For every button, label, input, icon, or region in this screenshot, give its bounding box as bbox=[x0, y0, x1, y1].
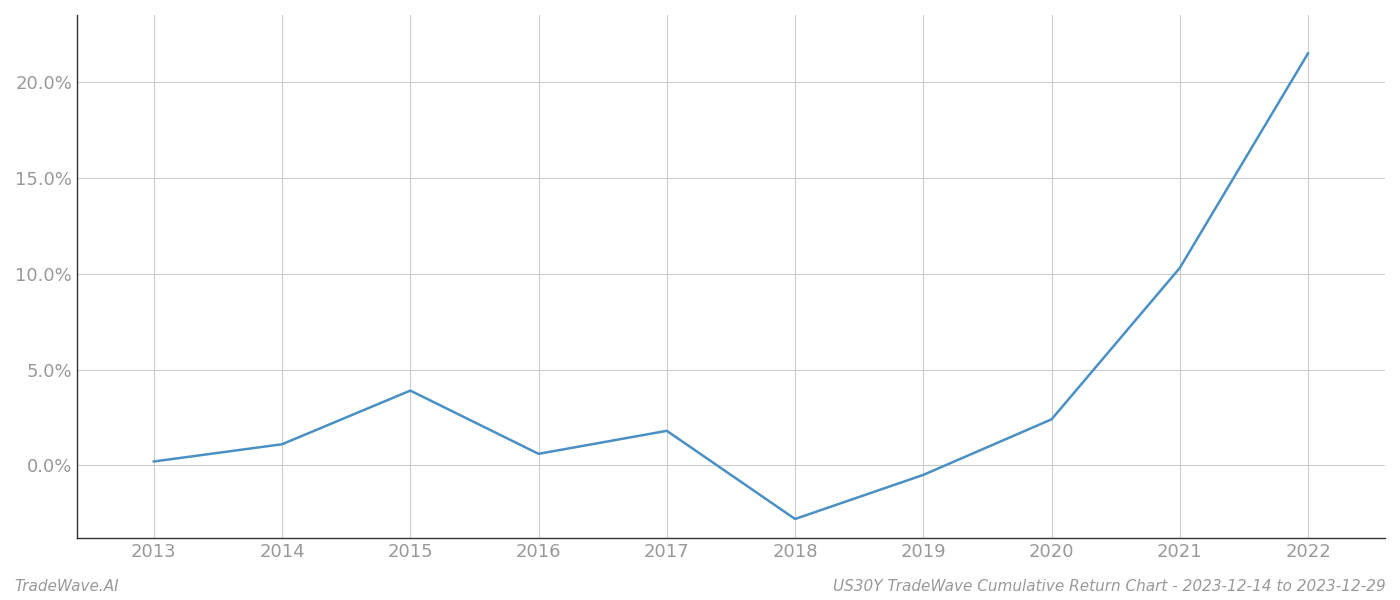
Text: US30Y TradeWave Cumulative Return Chart - 2023-12-14 to 2023-12-29: US30Y TradeWave Cumulative Return Chart … bbox=[833, 579, 1386, 594]
Text: TradeWave.AI: TradeWave.AI bbox=[14, 579, 119, 594]
